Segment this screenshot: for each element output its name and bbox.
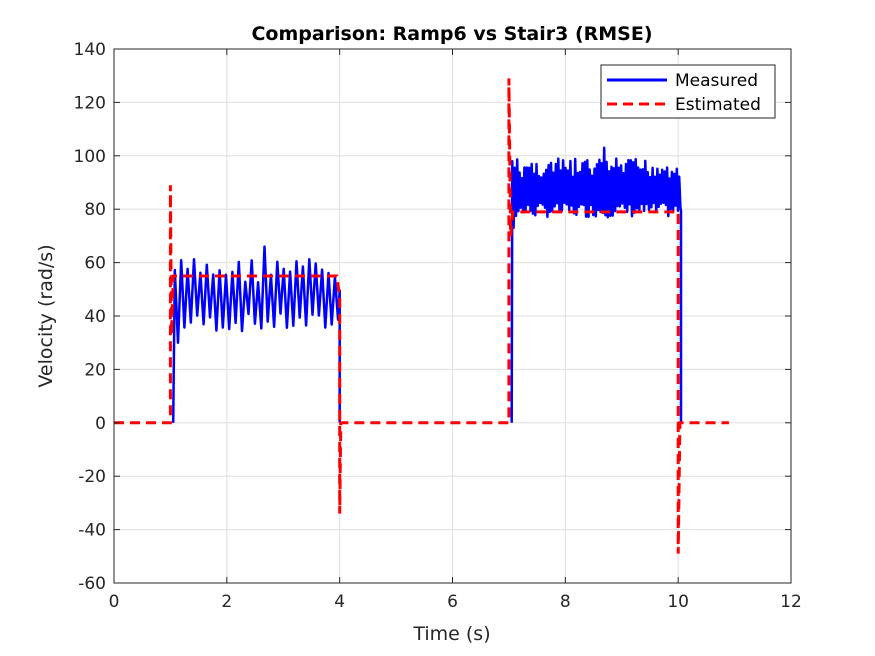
legend-label-measured: Measured [675,71,758,91]
x-tick-label: 2 [221,592,232,612]
chart-title: Comparison: Ramp6 vs Stair3 (RMSE) [251,23,652,45]
series-line-estimated [114,78,729,554]
y-tick-label: 140 [74,40,106,60]
y-tick-label: 0 [95,414,106,434]
y-tick-label: 40 [84,307,106,327]
x-tick-label: 0 [109,592,120,612]
y-tick-label: 60 [84,254,106,274]
x-tick-label: 4 [334,592,345,612]
x-tick-label: 10 [667,592,689,612]
axis-ticks: 0 2 4 6 8 10 12 -60 -40 -20 0 20 40 60 80 100 120 140 [74,40,802,612]
x-tick-label: 12 [780,592,802,612]
y-tick-label: 80 [84,200,106,220]
y-axis-label: Velocity (rad/s) [35,244,57,387]
legend: Measured Estimated [600,64,776,119]
y-tick-label: -40 [78,521,106,541]
x-tick-label: 6 [447,592,458,612]
y-tick-label: 100 [74,147,106,167]
x-axis-label: Time (s) [412,623,490,645]
y-tick-label: -20 [78,467,106,487]
y-tick-label: -60 [78,574,106,594]
y-tick-label: 120 [74,93,106,113]
legend-box [600,64,776,119]
y-tick-label: 20 [84,360,106,380]
plot-series [114,78,729,554]
legend-label-estimated: Estimated [675,95,761,115]
x-tick-label: 8 [560,592,571,612]
series-line-measured [171,146,683,423]
